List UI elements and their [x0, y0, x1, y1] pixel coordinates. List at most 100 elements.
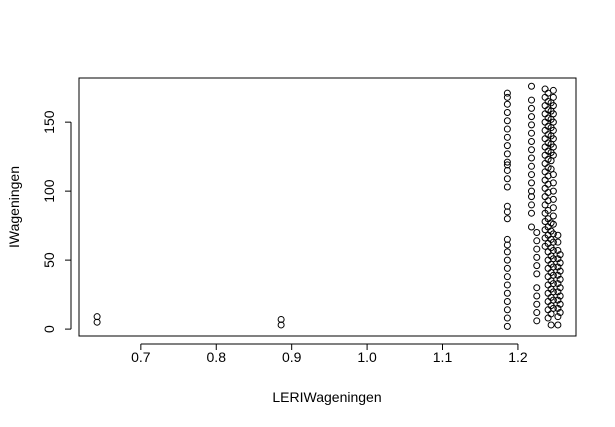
data-point: [549, 296, 557, 304]
data-point: [503, 256, 511, 264]
data-point: [549, 238, 557, 246]
data-point: [549, 126, 557, 134]
data-point: [503, 273, 511, 281]
data-point: [549, 86, 557, 94]
data-point: [554, 288, 562, 296]
data-point: [528, 209, 535, 217]
data-point: [554, 321, 562, 329]
data-point: [528, 146, 535, 154]
data-point: [556, 309, 564, 317]
data-point: [547, 321, 555, 329]
data-point: [528, 96, 535, 104]
data-point: [554, 238, 562, 246]
data-point: [503, 306, 511, 314]
data-point: [554, 296, 562, 304]
data-point: [503, 202, 511, 210]
data-point: [549, 179, 557, 187]
data-point: [549, 230, 557, 238]
x-tick-label: 0.7: [131, 349, 151, 365]
data-points: [93, 82, 564, 330]
x-tick-label: 0.8: [207, 349, 227, 365]
data-point: [528, 154, 535, 162]
data-point: [528, 82, 535, 90]
y-tick-label: 0: [41, 325, 57, 333]
data-point: [533, 229, 541, 237]
data-point: [549, 118, 557, 126]
data-point: [549, 263, 557, 271]
data-point: [554, 231, 562, 239]
data-point: [528, 201, 535, 209]
data-point: [503, 89, 511, 97]
data-point: [528, 179, 535, 187]
data-point: [503, 314, 511, 322]
data-point: [554, 313, 562, 321]
data-point: [544, 206, 552, 214]
data-point: [503, 183, 511, 191]
data-point: [533, 245, 541, 253]
data-point: [528, 223, 535, 231]
data-point: [528, 121, 535, 129]
data-point: [533, 262, 541, 270]
data-point: [549, 288, 557, 296]
x-tick-label: 1.2: [508, 349, 528, 365]
data-point: [528, 187, 535, 195]
data-point: [503, 161, 511, 169]
data-point: [549, 212, 557, 220]
data-point: [528, 137, 535, 145]
data-point: [556, 259, 564, 267]
data-point: [554, 304, 562, 312]
data-point: [554, 280, 562, 288]
data-point: [549, 151, 557, 159]
y-tick-label: 150: [41, 110, 57, 134]
data-point: [554, 255, 562, 263]
x-tick-label: 0.9: [282, 349, 302, 365]
data-point: [503, 158, 511, 166]
data-point: [503, 150, 511, 158]
data-point: [533, 270, 541, 278]
data-point: [503, 108, 511, 116]
data-point: [544, 89, 552, 97]
data-point: [528, 113, 535, 121]
data-point: [549, 195, 557, 203]
data-point: [533, 309, 541, 317]
data-point: [549, 271, 557, 279]
data-point: [503, 248, 511, 256]
data-point: [556, 275, 564, 283]
x-tick-label: 1.1: [433, 349, 453, 365]
data-point: [549, 187, 557, 195]
data-point: [549, 102, 557, 110]
data-point: [549, 135, 557, 143]
data-point: [549, 220, 557, 228]
data-point: [503, 264, 511, 272]
y-tick-label: 50: [41, 252, 57, 268]
data-point: [503, 235, 511, 243]
data-point: [528, 129, 535, 137]
data-point: [556, 292, 564, 300]
data-point: [549, 110, 557, 118]
data-point: [556, 284, 564, 292]
data-point: [554, 271, 562, 279]
data-point: [549, 255, 557, 263]
data-point: [528, 171, 535, 179]
data-point: [533, 253, 541, 261]
data-point: [503, 289, 511, 297]
data-point: [549, 246, 557, 254]
data-point: [549, 304, 557, 312]
data-point: [503, 298, 511, 306]
data-point: [533, 317, 541, 325]
y-tick-label: 100: [41, 179, 57, 203]
data-point: [554, 246, 562, 254]
data-point: [549, 204, 557, 212]
data-point: [556, 300, 564, 308]
data-point: [503, 142, 511, 150]
data-point: [533, 300, 541, 308]
data-point: [556, 251, 564, 259]
data-point: [549, 93, 557, 101]
data-point: [503, 215, 511, 223]
data-point: [554, 263, 562, 271]
x-axis-title: LERIWageningen: [272, 389, 381, 405]
data-point: [503, 93, 511, 101]
data-point: [549, 171, 557, 179]
